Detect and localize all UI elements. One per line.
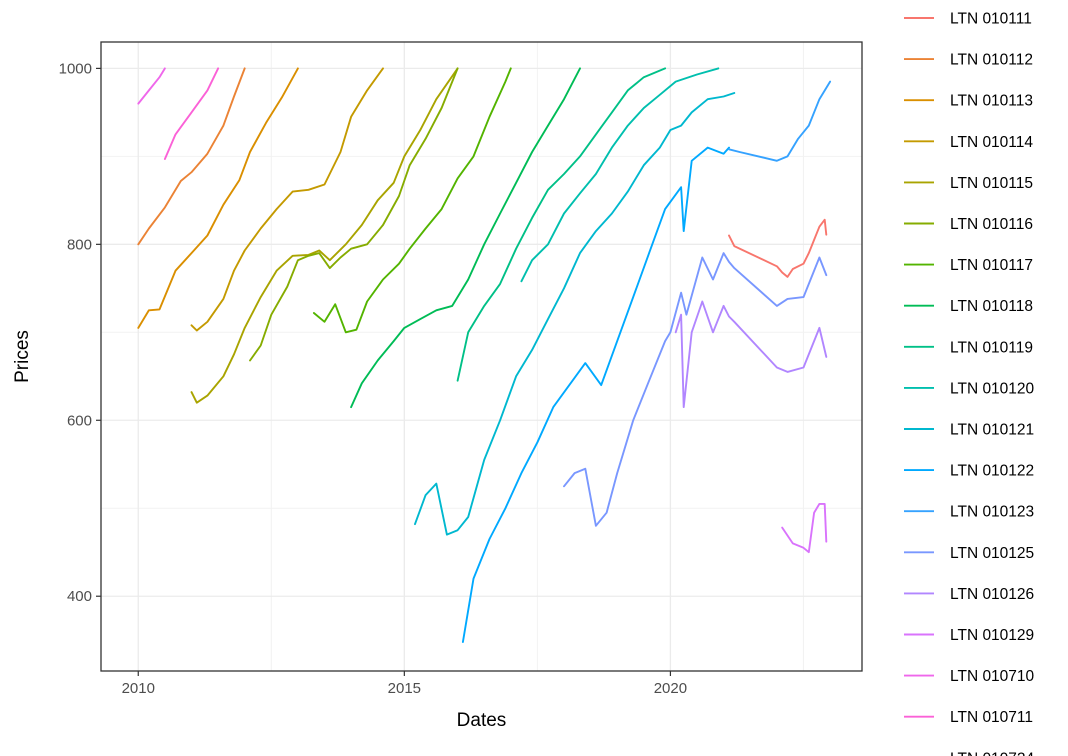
legend-label: LTN 010116 — [950, 216, 1033, 233]
y-tick-label: 1000 — [59, 60, 92, 77]
legend-label: LTN 010711 — [950, 709, 1033, 726]
y-tick-label: 600 — [67, 412, 92, 429]
legend-label: LTN 010126 — [950, 586, 1034, 603]
legend-label: LTN 010125 — [950, 545, 1034, 562]
legend-label: LTN 010121 — [950, 422, 1034, 439]
legend-label: LTN 010120 — [950, 380, 1035, 397]
legend-label: LTN 010112 — [950, 52, 1033, 69]
legend-label: LTN 010129 — [950, 627, 1034, 644]
legend-label: LTN 010123 — [950, 504, 1034, 521]
y-tick-label: 800 — [67, 236, 92, 253]
x-tick-label: 2010 — [122, 680, 155, 697]
legend-label: LTN 010117 — [950, 257, 1033, 274]
legend-label: LTN 010113 — [950, 93, 1033, 110]
x-axis-title: Dates — [457, 710, 507, 731]
y-tick-label: 400 — [67, 588, 92, 605]
legend-label: LTN 010111 — [950, 11, 1032, 28]
legend-label: LTN 010119 — [950, 339, 1033, 356]
legend-label: LTN 010710 — [950, 668, 1035, 685]
x-tick-label: 2015 — [388, 680, 421, 697]
x-tick-label: 2020 — [654, 680, 687, 697]
legend-label: LTN 010118 — [950, 298, 1033, 315]
legend-label: LTN 010122 — [950, 463, 1034, 480]
legend-label: LTN 010724 — [950, 750, 1035, 756]
legend-label: LTN 010115 — [950, 175, 1033, 192]
y-axis-title: Prices — [12, 330, 33, 383]
legend-label: LTN 010114 — [950, 134, 1033, 151]
